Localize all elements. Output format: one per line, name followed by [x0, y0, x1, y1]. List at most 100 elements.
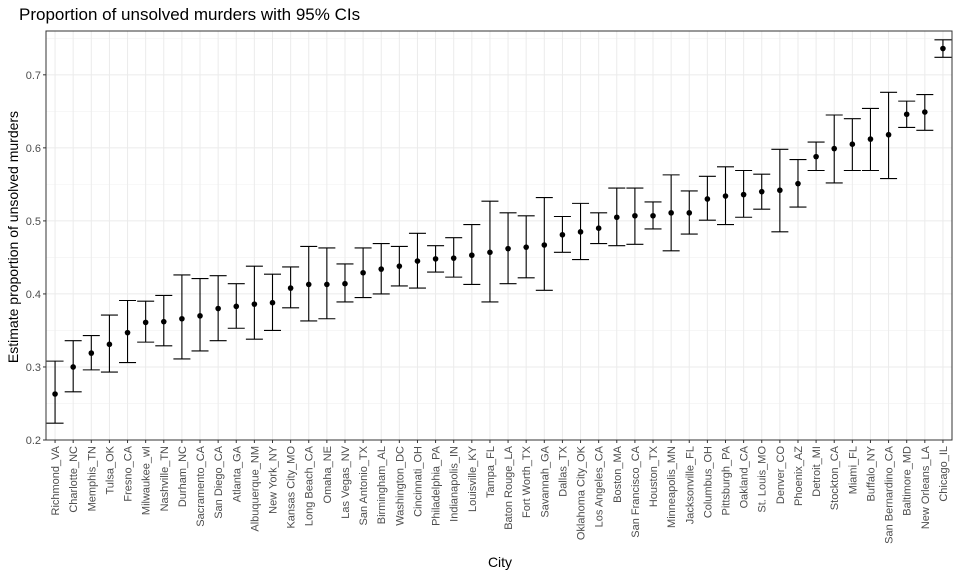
y-axis: 0.2 0.3 0.4 0.5 0.6 0.7	[26, 70, 46, 447]
x-tick-label: Memphis_TN	[86, 446, 98, 511]
x-tick-label: Atlanta_GA	[231, 445, 243, 502]
data-point	[52, 391, 58, 397]
data-point	[197, 313, 203, 319]
x-tick-label: Birmingham_AL	[376, 446, 388, 524]
x-tick-label: Las Vegas_NV	[340, 445, 352, 518]
x-tick-label: Omaha_NE	[322, 446, 334, 503]
x-tick-label: Oakland_CA	[739, 445, 751, 508]
x-tick-label: Buffalo_NY	[865, 445, 877, 501]
data-point	[378, 266, 385, 272]
x-tick-label: Sacramento_CA	[195, 445, 207, 526]
data-point	[559, 231, 566, 238]
x-tick-label: San Diego_CA	[213, 445, 225, 518]
data-point	[867, 136, 874, 142]
data-point	[613, 214, 620, 221]
data-point	[469, 252, 475, 259]
x-tick-label: Oklahoma City_OK	[576, 445, 588, 540]
plot-panel-border	[45, 30, 953, 441]
data-point	[487, 249, 493, 256]
y-tick-label: 0.5	[26, 216, 41, 228]
data-point	[432, 256, 439, 262]
x-tick-label: San Antonio_TX	[358, 445, 370, 525]
data-point	[142, 319, 149, 326]
x-tick-label: Washington_DC	[394, 446, 406, 526]
data-points	[52, 45, 946, 397]
x-tick-label: Cincinnati_OH	[412, 446, 424, 517]
x-tick-label: New York_NY	[268, 445, 280, 514]
x-axis: Richmond_VA Charlotte_NC Memphis_TN Tulsa_O…	[50, 440, 950, 544]
y-tick-label: 0.4	[26, 289, 41, 301]
x-tick-label: Fresno_CA	[123, 445, 135, 501]
x-tick-label: Nashville_TN	[159, 446, 171, 511]
data-point	[70, 364, 76, 370]
y-tick-label: 0.6	[26, 143, 41, 155]
x-tick-label: Richmond_VA	[50, 445, 62, 515]
x-tick-label: Philadelphia_PA	[431, 445, 443, 526]
data-point	[305, 281, 312, 288]
data-point	[903, 111, 910, 118]
x-tick-label: St. Louis_MO	[757, 446, 769, 513]
x-tick-label: Chicago_IL	[938, 446, 950, 502]
data-point	[450, 255, 457, 261]
data-point	[885, 131, 892, 138]
data-point	[215, 305, 221, 312]
data-point	[831, 145, 838, 152]
x-tick-label: Kansas City_MO	[286, 446, 298, 529]
x-tick-label: San Francisco_CA	[630, 445, 642, 537]
x-tick-label: Stockton_CA	[829, 445, 841, 510]
data-point	[758, 188, 765, 195]
y-tick-label: 0.2	[26, 435, 41, 447]
chart-title: Proportion of unsolved murders with 95% …	[19, 5, 360, 24]
data-point	[505, 245, 511, 252]
data-point	[269, 299, 276, 306]
y-tick-label: 0.3	[26, 362, 41, 374]
data-point	[251, 301, 258, 307]
data-point	[813, 153, 819, 160]
x-tick-label: Louisville_KY	[467, 445, 479, 512]
x-tick-label: Phoenix_AZ	[793, 446, 805, 506]
data-point	[523, 244, 529, 250]
data-point	[106, 341, 113, 348]
x-tick-label: Charlotte_NC	[68, 446, 80, 513]
data-point	[414, 258, 421, 264]
data-point	[922, 109, 928, 115]
x-tick-label: Pittsburgh_PA	[721, 445, 733, 515]
data-point	[777, 187, 783, 194]
x-tick-label: San Bernardino_CA	[884, 445, 896, 544]
x-tick-label: Boston_MA	[612, 445, 624, 503]
x-tick-label: Milwaukee_wI	[141, 446, 153, 515]
y-tick-label: 0.7	[26, 70, 41, 82]
data-point	[287, 285, 294, 291]
data-point	[577, 229, 584, 235]
x-tick-label: Jacksonville_FL	[684, 446, 696, 524]
x-tick-label: Columbus_OH	[702, 446, 714, 518]
x-tick-label: Dallas_TX	[557, 445, 569, 496]
x-tick-label: Albuquerque_NM	[249, 446, 261, 532]
data-point	[233, 303, 240, 310]
data-point	[722, 193, 729, 199]
y-axis-title: Estimate proportion of unsolved murders	[5, 111, 21, 363]
x-tick-label: Denver_CO	[775, 446, 787, 505]
data-point	[740, 191, 747, 198]
data-point	[324, 281, 330, 288]
data-point	[541, 242, 548, 248]
data-point	[686, 210, 693, 216]
x-tick-label: Baton Rouge_LA	[503, 445, 515, 529]
data-point	[668, 210, 674, 216]
x-tick-label: New Orleans_LA	[920, 445, 932, 529]
x-tick-label: Tampa_FL	[485, 446, 497, 498]
x-tick-label: Fort Worth_TX	[521, 445, 533, 518]
x-tick-label: Minneapolis_MN	[666, 446, 678, 528]
data-point	[396, 263, 403, 269]
data-point	[632, 212, 638, 219]
x-axis-title: City	[488, 554, 512, 570]
data-point	[940, 45, 946, 52]
x-tick-label: Durham_NC	[177, 446, 189, 507]
x-tick-label: Los Angeles_CA	[594, 445, 606, 527]
data-point	[160, 318, 167, 325]
x-tick-label: Baltimore_MD	[902, 446, 914, 516]
data-point	[795, 180, 801, 187]
data-point	[650, 212, 656, 219]
x-tick-label: Tulsa_OK	[104, 445, 116, 494]
data-point	[88, 350, 95, 356]
